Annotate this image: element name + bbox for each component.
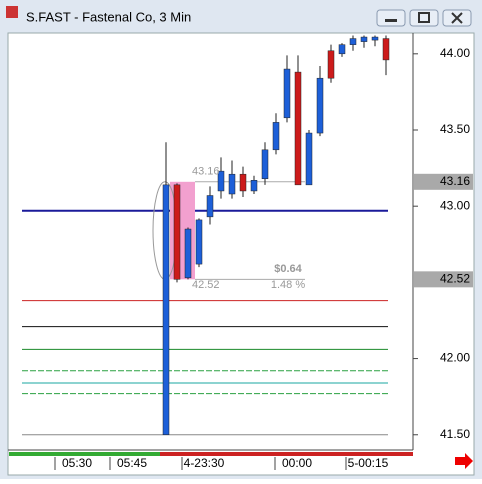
session-strip xyxy=(160,452,413,456)
window-title: S.FAST - Fastenal Co, 3 Min xyxy=(26,9,191,24)
measure-change: $0.64 xyxy=(274,263,302,275)
candle-body xyxy=(261,149,269,180)
chart-panel xyxy=(7,32,475,476)
candle-body xyxy=(217,170,225,192)
price-marker xyxy=(414,173,473,190)
price-marker-label: 43.16 xyxy=(440,174,470,188)
x-tick-label: 05:45 xyxy=(117,456,147,470)
candle-body xyxy=(184,228,192,279)
measure-low-label: 42.52 xyxy=(192,279,220,291)
candle-body xyxy=(360,36,368,42)
candle-body xyxy=(305,132,313,186)
measure-percent: 1.48 % xyxy=(271,279,305,291)
maximize-icon xyxy=(418,12,430,23)
minimize-button[interactable] xyxy=(376,9,406,27)
candle-body xyxy=(272,122,280,151)
app-icon xyxy=(6,6,18,18)
candle-body xyxy=(228,173,236,195)
scroll-arrow[interactable] xyxy=(455,453,473,469)
candle-body xyxy=(371,36,379,41)
window-buttons[interactable] xyxy=(376,9,472,27)
x-tick-label: 5-00:15 xyxy=(348,456,389,470)
x-tick-label: 05:30 xyxy=(62,456,92,470)
y-tick-label: 43.00 xyxy=(440,198,470,212)
minimize-icon xyxy=(385,19,397,22)
maximize-button[interactable] xyxy=(409,9,439,27)
price-marker xyxy=(414,271,473,288)
candle-body xyxy=(382,38,390,61)
x-tick-label: 00:00 xyxy=(282,456,312,470)
price-marker-label: 42.52 xyxy=(440,272,470,286)
candle-body xyxy=(283,68,291,119)
candle-body xyxy=(316,77,324,134)
x-tick-label: 4-23:30 xyxy=(184,456,225,470)
candle-body xyxy=(206,195,214,218)
candle-body xyxy=(338,44,346,55)
candle-body xyxy=(349,38,357,45)
candle-body xyxy=(250,180,258,192)
measure-high-label: 43.16 xyxy=(192,166,220,178)
y-tick-label: 41.50 xyxy=(440,427,470,441)
candle-body xyxy=(327,50,335,79)
candle-body xyxy=(195,219,203,265)
close-icon xyxy=(451,12,463,24)
candle-body xyxy=(173,184,181,280)
session-strip xyxy=(9,452,160,456)
candle-body xyxy=(294,71,302,186)
candle-body xyxy=(162,184,170,436)
plot xyxy=(22,35,390,436)
y-tick-label: 43.50 xyxy=(440,122,470,136)
y-tick-label: 42.00 xyxy=(440,351,470,365)
candle-body xyxy=(239,173,247,192)
y-tick-label: 44.00 xyxy=(440,46,470,60)
